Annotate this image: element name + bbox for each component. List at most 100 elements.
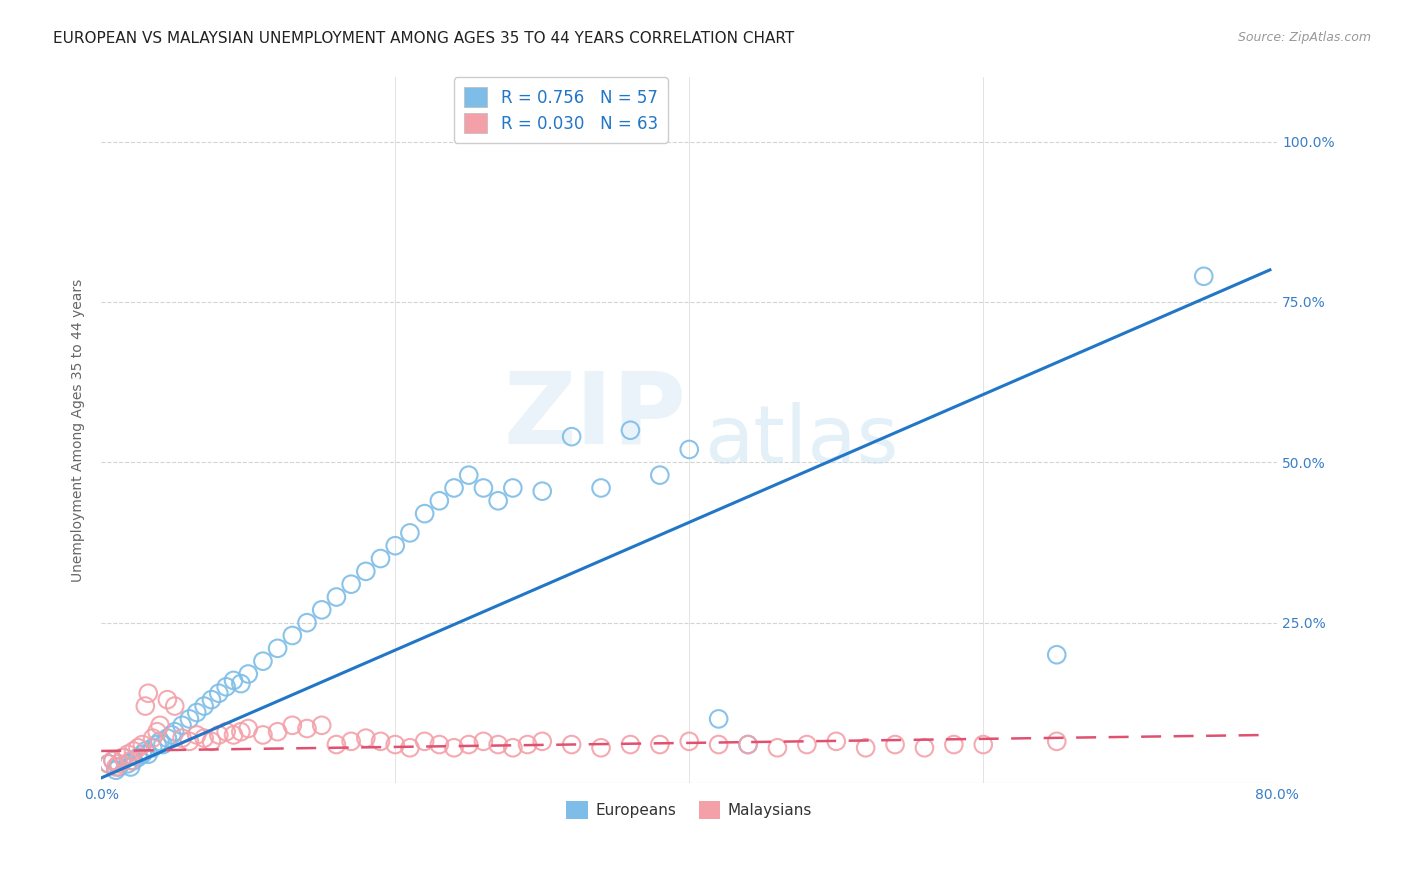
- Point: [134, 744, 156, 758]
- Point: [766, 740, 789, 755]
- Text: EUROPEAN VS MALAYSIAN UNEMPLOYMENT AMONG AGES 35 TO 44 YEARS CORRELATION CHART: EUROPEAN VS MALAYSIAN UNEMPLOYMENT AMONG…: [53, 31, 794, 46]
- Point: [427, 738, 450, 752]
- Point: [200, 692, 222, 706]
- Point: [97, 756, 120, 771]
- Point: [972, 738, 994, 752]
- Point: [311, 718, 333, 732]
- Point: [222, 673, 245, 688]
- Point: [942, 738, 965, 752]
- Point: [156, 731, 179, 746]
- Point: [384, 738, 406, 752]
- Point: [443, 740, 465, 755]
- Y-axis label: Unemployment Among Ages 35 to 44 years: Unemployment Among Ages 35 to 44 years: [72, 278, 86, 582]
- Point: [104, 760, 127, 774]
- Point: [200, 734, 222, 748]
- Point: [146, 738, 169, 752]
- Point: [531, 484, 554, 499]
- Point: [678, 442, 700, 457]
- Point: [295, 615, 318, 630]
- Point: [193, 699, 215, 714]
- Point: [1046, 648, 1069, 662]
- Point: [354, 565, 377, 579]
- Point: [648, 738, 671, 752]
- Text: ZIP: ZIP: [503, 368, 686, 465]
- Point: [427, 493, 450, 508]
- Point: [589, 481, 612, 495]
- Point: [108, 756, 131, 771]
- Point: [193, 731, 215, 746]
- Point: [136, 686, 159, 700]
- Point: [619, 423, 641, 437]
- Point: [117, 756, 139, 771]
- Point: [186, 706, 208, 720]
- Point: [457, 738, 479, 752]
- Legend: Europeans, Malaysians: Europeans, Malaysians: [560, 795, 818, 825]
- Point: [457, 468, 479, 483]
- Point: [325, 590, 347, 604]
- Point: [131, 747, 153, 761]
- Point: [229, 724, 252, 739]
- Point: [156, 692, 179, 706]
- Point: [561, 738, 583, 752]
- Point: [678, 734, 700, 748]
- Point: [131, 738, 153, 752]
- Point: [707, 712, 730, 726]
- Point: [561, 430, 583, 444]
- Point: [101, 754, 124, 768]
- Point: [648, 468, 671, 483]
- Point: [281, 628, 304, 642]
- Point: [238, 667, 260, 681]
- Point: [340, 577, 363, 591]
- Point: [619, 738, 641, 752]
- Point: [413, 507, 436, 521]
- Point: [914, 740, 936, 755]
- Point: [502, 740, 524, 755]
- Point: [443, 481, 465, 495]
- Point: [163, 699, 186, 714]
- Point: [215, 724, 238, 739]
- Point: [122, 754, 145, 768]
- Point: [370, 734, 392, 748]
- Point: [796, 738, 818, 752]
- Point: [825, 734, 848, 748]
- Point: [112, 750, 135, 764]
- Point: [104, 763, 127, 777]
- Point: [384, 539, 406, 553]
- Point: [354, 731, 377, 746]
- Point: [215, 680, 238, 694]
- Point: [170, 731, 193, 746]
- Point: [413, 734, 436, 748]
- Point: [108, 760, 131, 774]
- Point: [170, 718, 193, 732]
- Point: [142, 731, 165, 746]
- Point: [252, 728, 274, 742]
- Point: [502, 481, 524, 495]
- Point: [516, 738, 538, 752]
- Point: [486, 738, 509, 752]
- Point: [340, 734, 363, 748]
- Point: [97, 756, 120, 771]
- Point: [120, 754, 142, 768]
- Point: [737, 738, 759, 752]
- Point: [149, 734, 172, 748]
- Point: [208, 686, 231, 700]
- Point: [399, 525, 422, 540]
- Point: [122, 744, 145, 758]
- Point: [117, 747, 139, 761]
- Point: [472, 734, 495, 748]
- Point: [149, 718, 172, 732]
- Point: [266, 641, 288, 656]
- Text: Source: ZipAtlas.com: Source: ZipAtlas.com: [1237, 31, 1371, 45]
- Point: [855, 740, 877, 755]
- Point: [1046, 734, 1069, 748]
- Point: [325, 738, 347, 752]
- Point: [101, 754, 124, 768]
- Point: [160, 728, 183, 742]
- Point: [252, 654, 274, 668]
- Point: [311, 603, 333, 617]
- Point: [399, 740, 422, 755]
- Point: [120, 760, 142, 774]
- Point: [179, 734, 201, 748]
- Point: [127, 740, 149, 755]
- Point: [112, 750, 135, 764]
